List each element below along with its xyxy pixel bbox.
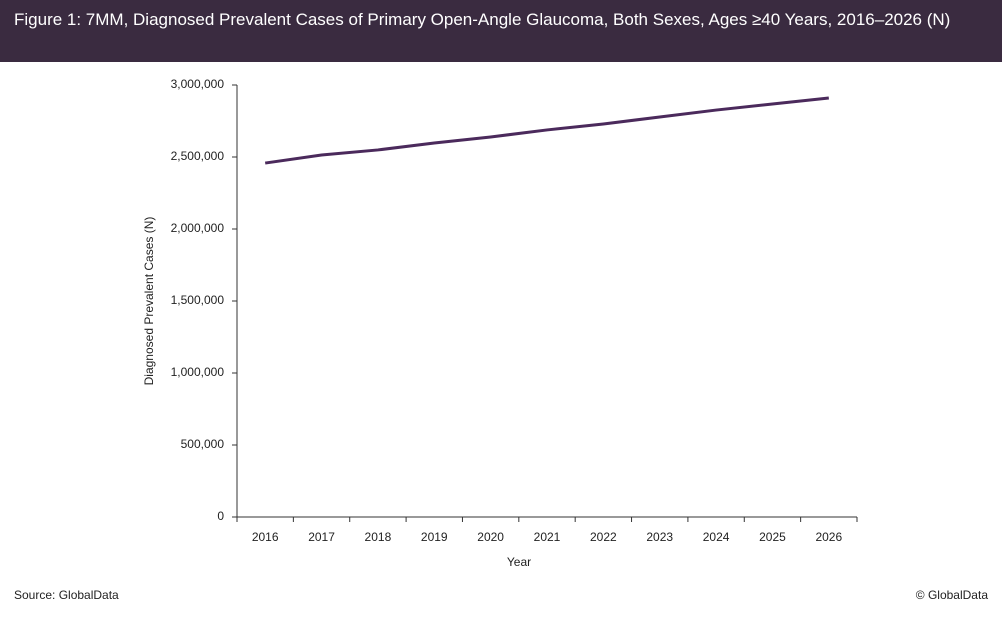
y-axis-label: Diagnosed Prevalent Cases (N): [142, 217, 156, 386]
source: Source: GlobalData: [14, 588, 119, 602]
chart-title: Figure 1: 7MM, Diagnosed Prevalent Cases…: [0, 0, 1002, 62]
y-tick-label: 2,500,000: [171, 149, 225, 163]
y-tick-label: 0: [217, 509, 224, 523]
copyright: © GlobalData: [916, 588, 989, 602]
x-tick-label: 2021: [534, 530, 561, 544]
y-tick-label: 1,500,000: [171, 293, 225, 307]
y-tick-label: 3,000,000: [171, 77, 225, 91]
y-tick-label: 1,000,000: [171, 365, 225, 379]
y-tick-label: 2,000,000: [171, 221, 225, 235]
x-tick-label: 2018: [365, 530, 392, 544]
x-tick-label: 2024: [703, 530, 730, 544]
data-line: [264, 96, 829, 165]
x-tick-label: 2026: [815, 530, 842, 544]
x-tick-label: 2025: [759, 530, 786, 544]
x-tick-label: 2020: [477, 530, 504, 544]
x-tick-label: 2016: [252, 530, 279, 544]
x-tick-label: 2017: [308, 530, 335, 544]
x-tick-label: 2019: [421, 530, 448, 544]
x-tick-label: 2023: [646, 530, 673, 544]
y-tick-label: 500,000: [181, 437, 225, 451]
x-axis-label: Year: [507, 555, 531, 569]
x-tick-label: 2022: [590, 530, 617, 544]
